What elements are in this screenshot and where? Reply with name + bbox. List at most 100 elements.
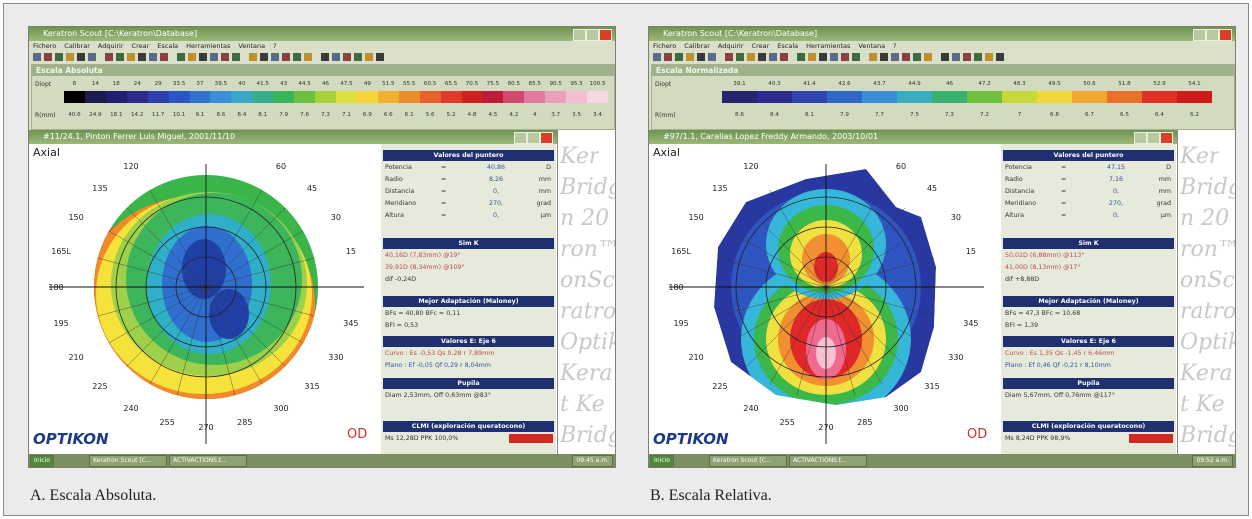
minimize-button[interactable]: [1134, 132, 1147, 144]
toolbar-button[interactable]: [974, 53, 982, 61]
maximize-button[interactable]: [527, 132, 540, 144]
menu-item[interactable]: Crear: [751, 42, 770, 50]
toolbar-button[interactable]: [249, 53, 257, 61]
toolbar-button[interactable]: [852, 53, 860, 61]
toolbar-button[interactable]: [725, 53, 733, 61]
toolbar-button[interactable]: [177, 53, 185, 61]
toolbar-button[interactable]: [880, 53, 888, 61]
toolbar-button[interactable]: [188, 53, 196, 61]
toolbar-button[interactable]: [343, 53, 351, 61]
minimize-button[interactable]: [1193, 29, 1206, 41]
menu-item[interactable]: Ventana: [238, 42, 266, 50]
toolbar-button[interactable]: [199, 53, 207, 61]
toolbar-button[interactable]: [808, 53, 816, 61]
menu-item[interactable]: Fichero: [653, 42, 677, 50]
menu-item[interactable]: Escala: [157, 42, 179, 50]
menu-item[interactable]: Fichero: [33, 42, 57, 50]
close-button[interactable]: [599, 29, 612, 41]
close-button[interactable]: [1219, 29, 1232, 41]
start-button[interactable]: Inicio: [30, 455, 54, 467]
toolbar-button[interactable]: [996, 53, 1004, 61]
maximize-button[interactable]: [1147, 132, 1160, 144]
toolbar-button[interactable]: [769, 53, 777, 61]
maximize-button[interactable]: [1206, 29, 1219, 41]
toolbar-button[interactable]: [282, 53, 290, 61]
radius-value: 8.6: [735, 112, 744, 118]
toolbar-button[interactable]: [138, 53, 146, 61]
toolbar-button[interactable]: [232, 53, 240, 61]
toolbar-button[interactable]: [365, 53, 373, 61]
toolbar-button[interactable]: [941, 53, 949, 61]
toolbar-button[interactable]: [841, 53, 849, 61]
toolbar-button[interactable]: [869, 53, 877, 61]
radius-value: 18.1: [110, 112, 123, 118]
toolbar-button[interactable]: [830, 53, 838, 61]
toolbar-button[interactable]: [271, 53, 279, 61]
menu-item[interactable]: Herramientas: [186, 42, 231, 50]
menu-item[interactable]: Adquirir: [97, 42, 124, 50]
menu-item[interactable]: ?: [893, 42, 897, 50]
menu-item[interactable]: ?: [273, 42, 277, 50]
close-button[interactable]: [1160, 132, 1173, 144]
splash-text: Bridg: [560, 423, 615, 448]
toolbar-button[interactable]: [780, 53, 788, 61]
toolbar-button[interactable]: [985, 53, 993, 61]
toolbar-button[interactable]: [819, 53, 827, 61]
toolbar-button[interactable]: [304, 53, 312, 61]
toolbar-button[interactable]: [293, 53, 301, 61]
taskbar-item[interactable]: ACTIVACTIONS.t...: [789, 455, 867, 467]
section-header: Valores del puntero: [1003, 150, 1174, 161]
toolbar-button[interactable]: [758, 53, 766, 61]
toolbar-button[interactable]: [260, 53, 268, 61]
toolbar-button[interactable]: [160, 53, 168, 61]
toolbar-button[interactable]: [708, 53, 716, 61]
menu-item[interactable]: Ventana: [858, 42, 886, 50]
toolbar-button[interactable]: [149, 53, 157, 61]
toolbar-button[interactable]: [913, 53, 921, 61]
toolbar-button[interactable]: [66, 53, 74, 61]
menu-item[interactable]: Calibrar: [64, 42, 90, 50]
menu-item[interactable]: Crear: [131, 42, 150, 50]
toolbar-button[interactable]: [891, 53, 899, 61]
toolbar-button[interactable]: [697, 53, 705, 61]
toolbar-button[interactable]: [55, 53, 63, 61]
menu-item[interactable]: Adquirir: [717, 42, 744, 50]
maximize-button[interactable]: [586, 29, 599, 41]
toolbar-button[interactable]: [686, 53, 694, 61]
taskbar-item[interactable]: Keratron Scout [C...: [709, 455, 787, 467]
toolbar-button[interactable]: [210, 53, 218, 61]
toolbar-button[interactable]: [797, 53, 805, 61]
toolbar-button[interactable]: [77, 53, 85, 61]
minimize-button[interactable]: [514, 132, 527, 144]
taskbar-item[interactable]: Keratron Scout [C...: [89, 455, 167, 467]
toolbar-button[interactable]: [747, 53, 755, 61]
toolbar-button[interactable]: [376, 53, 384, 61]
toolbar-button[interactable]: [33, 53, 41, 61]
toolbar-button[interactable]: [116, 53, 124, 61]
menu-item[interactable]: Calibrar: [684, 42, 710, 50]
toolbar-button[interactable]: [924, 53, 932, 61]
scale-swatch: [722, 91, 757, 103]
scale-swatch: [545, 91, 567, 103]
toolbar-button[interactable]: [321, 53, 329, 61]
toolbar-button[interactable]: [902, 53, 910, 61]
toolbar-button[interactable]: [44, 53, 52, 61]
taskbar-item[interactable]: ACTIVACTIONS.t...: [169, 455, 247, 467]
menu-item[interactable]: Herramientas: [806, 42, 851, 50]
toolbar-button[interactable]: [963, 53, 971, 61]
toolbar-button[interactable]: [105, 53, 113, 61]
toolbar-button[interactable]: [221, 53, 229, 61]
toolbar-button[interactable]: [127, 53, 135, 61]
toolbar-button[interactable]: [736, 53, 744, 61]
toolbar-button[interactable]: [653, 53, 661, 61]
close-button[interactable]: [540, 132, 553, 144]
toolbar-button[interactable]: [952, 53, 960, 61]
minimize-button[interactable]: [573, 29, 586, 41]
toolbar-button[interactable]: [88, 53, 96, 61]
toolbar-button[interactable]: [354, 53, 362, 61]
toolbar-button[interactable]: [664, 53, 672, 61]
toolbar-button[interactable]: [332, 53, 340, 61]
menu-item[interactable]: Escala: [777, 42, 799, 50]
start-button[interactable]: Inicio: [650, 455, 674, 467]
toolbar-button[interactable]: [675, 53, 683, 61]
